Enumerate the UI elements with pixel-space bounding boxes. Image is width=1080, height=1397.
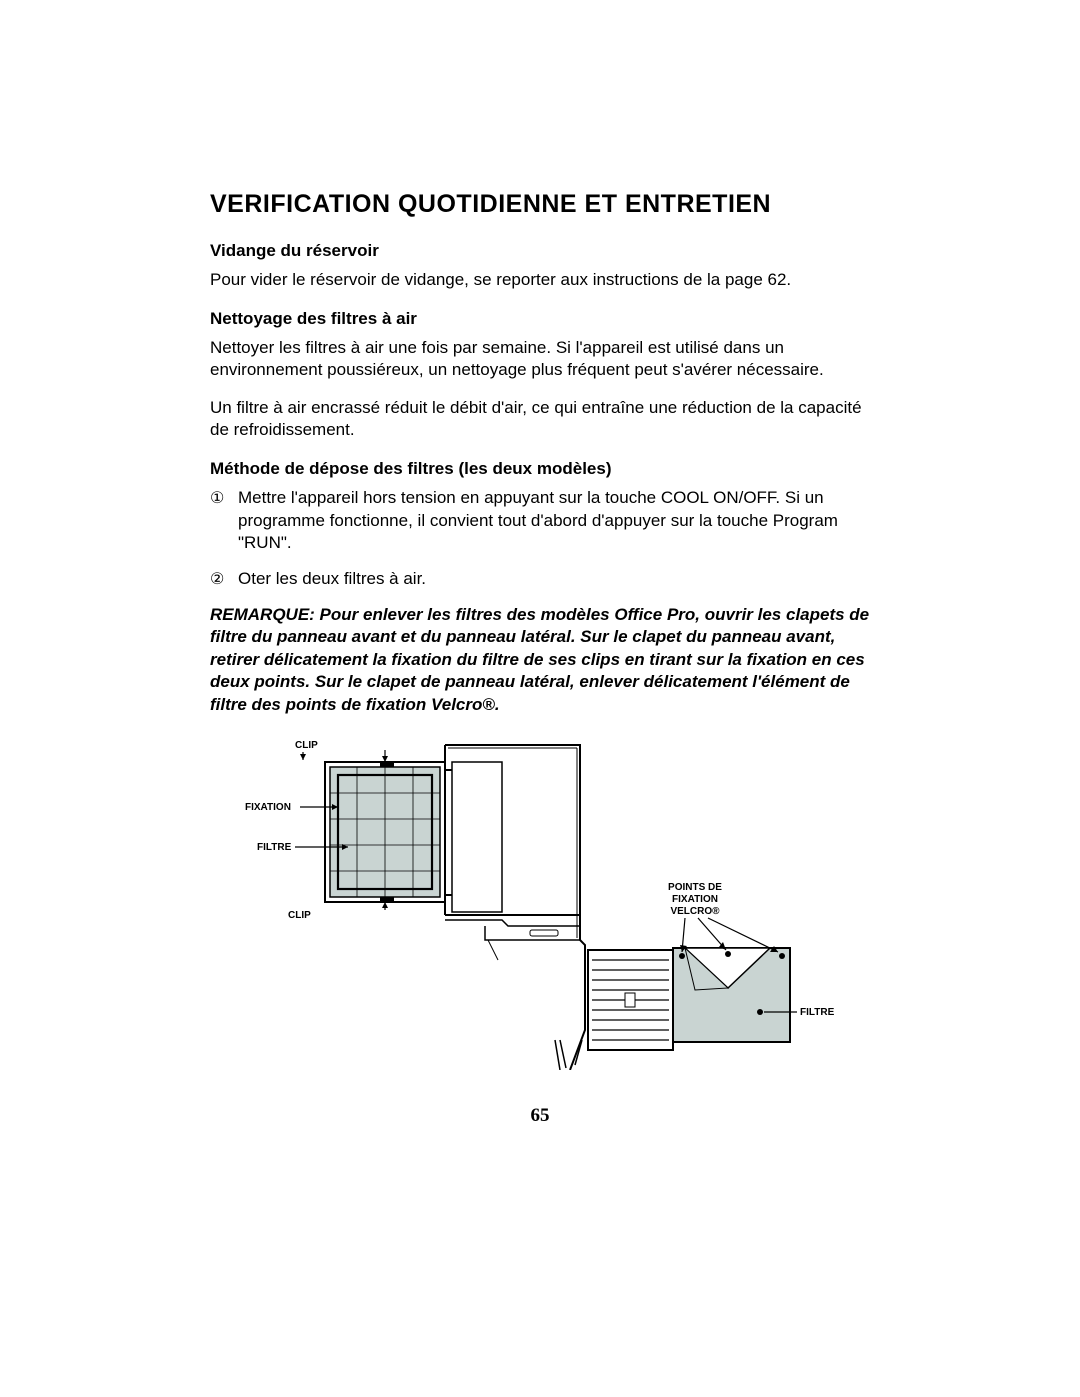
page-title: VERIFICATION QUOTIDIENNE ET ENTRETIEN — [210, 190, 870, 219]
filter-diagram: CLIP CLIP FIXATION FILTRE CLIP — [210, 740, 870, 1070]
body-paragraph: Nettoyer les filtres à air une fois par … — [210, 337, 870, 381]
diagram-label-filtre-right: FILTRE — [800, 1007, 835, 1018]
diagram-label-clip-top: CLIP — [295, 740, 318, 751]
diagram-label-velcro-3: VELCRO® — [670, 906, 720, 917]
body-paragraph: Un filtre à air encrassé réduit le débit… — [210, 397, 870, 441]
section-heading: Méthode de dépose des filtres (les deux … — [210, 459, 870, 479]
section-heading: Nettoyage des filtres à air — [210, 309, 870, 329]
step-item: ② Oter les deux filtres à air. — [210, 568, 870, 590]
step-text: Oter les deux filtres à air. — [238, 568, 870, 590]
diagram-label-velcro-2: FIXATION — [672, 894, 718, 905]
diagram-label-filtre-left: FILTRE — [257, 842, 292, 853]
remark-paragraph: REMARQUE: Pour enlever les filtres des m… — [210, 604, 870, 716]
diagram-label-fixation: FIXATION — [245, 802, 291, 813]
body-paragraph: Pour vider le réservoir de vidange, se r… — [210, 269, 870, 291]
manual-page: VERIFICATION QUOTIDIENNE ET ENTRETIEN Vi… — [210, 0, 870, 1070]
step-marker: ① — [210, 487, 238, 508]
step-marker: ② — [210, 568, 238, 589]
step-item: ① Mettre l'appareil hors tension en appu… — [210, 487, 870, 553]
section-heading: Vidange du réservoir — [210, 241, 870, 261]
diagram-label-clip-bottom: CLIP — [288, 910, 311, 921]
step-text: Mettre l'appareil hors tension en appuya… — [238, 487, 870, 553]
page-number: 65 — [0, 1105, 1080, 1127]
diagram-label-velcro-1: POINTS DE — [668, 882, 722, 893]
